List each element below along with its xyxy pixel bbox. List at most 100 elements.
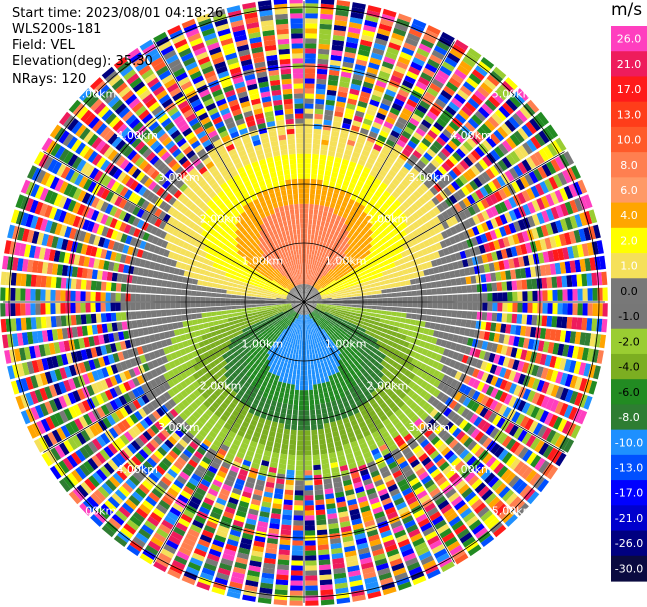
velocity-gate [231, 379, 239, 386]
velocity-gate [513, 164, 524, 177]
velocity-gate [304, 304, 306, 310]
velocity-gate [401, 107, 413, 117]
velocity-gate [559, 330, 567, 343]
velocity-gate [511, 280, 518, 291]
velocity-gate [217, 355, 225, 363]
velocity-gate [312, 275, 316, 281]
velocity-gate [511, 181, 521, 193]
velocity-gate [330, 542, 342, 550]
velocity-gate [314, 399, 320, 405]
velocity-gate [306, 309, 308, 315]
velocity-gate [348, 574, 362, 583]
velocity-gate [186, 405, 196, 414]
velocity-gate [313, 469, 322, 476]
velocity-gate [326, 89, 337, 96]
velocity-gate [350, 288, 356, 292]
velocity-gate [280, 387, 286, 394]
velocity-gate [571, 317, 578, 330]
velocity-gate [481, 171, 491, 183]
velocity-gate [394, 277, 400, 283]
velocity-gate [307, 334, 310, 340]
velocity-gate [212, 347, 219, 354]
velocity-gate [425, 189, 435, 199]
velocity-gate [75, 466, 87, 480]
velocity-gate [197, 395, 206, 403]
velocity-gate [480, 510, 493, 522]
velocity-gate [291, 311, 296, 316]
velocity-gate [588, 209, 598, 224]
velocity-gate [202, 438, 212, 448]
velocity-gate [467, 47, 482, 60]
velocity-gate [155, 528, 169, 539]
velocity-gate [420, 38, 434, 49]
velocity-gate [390, 130, 400, 139]
velocity-gate [389, 558, 403, 567]
velocity-gate [297, 440, 304, 446]
velocity-gate [302, 330, 304, 335]
velocity-gate [356, 542, 369, 550]
velocity-gate [175, 415, 185, 425]
velocity-gate [309, 249, 313, 255]
velocity-gate [362, 29, 375, 38]
velocity-gate [365, 14, 379, 23]
velocity-gate [287, 347, 292, 354]
velocity-gate [370, 543, 383, 552]
velocity-gate [277, 381, 283, 388]
velocity-gate [305, 0, 319, 4]
velocity-gate [569, 199, 579, 214]
velocity-gate [387, 302, 393, 307]
velocity-gate [325, 290, 331, 294]
velocity-gate [326, 370, 332, 377]
velocity-gate [214, 409, 223, 418]
velocity-gate [277, 343, 282, 350]
velocity-gate [504, 77, 518, 90]
velocity-gate [226, 591, 241, 599]
velocity-gate [387, 111, 398, 121]
velocity-gate [477, 293, 483, 302]
velocity-gate [319, 225, 324, 232]
velocity-gate [304, 500, 314, 506]
velocity-gate [314, 489, 324, 496]
velocity-gate [265, 365, 271, 372]
velocity-gate [305, 28, 318, 34]
velocity-gate [333, 266, 338, 272]
velocity-gate [304, 304, 306, 310]
velocity-gate [47, 431, 58, 446]
velocity-gate [237, 389, 245, 397]
velocity-gate [273, 329, 279, 334]
velocity-gate [354, 168, 362, 176]
velocity-gate [497, 355, 506, 366]
velocity-gate [252, 350, 259, 357]
velocity-gate [302, 335, 304, 341]
velocity-gate [332, 373, 338, 380]
velocity-gate [419, 321, 426, 328]
velocity-gate [167, 568, 182, 579]
velocity-gate [382, 202, 390, 210]
velocity-gate [463, 219, 472, 229]
velocity-gate [404, 469, 415, 478]
velocity-gate [486, 252, 494, 262]
velocity-gate [266, 476, 276, 484]
velocity-gate [231, 571, 245, 580]
velocity-gate [454, 524, 467, 536]
velocity-gate [482, 293, 488, 302]
velocity-gate [362, 218, 369, 226]
velocity-gate [346, 36, 359, 44]
velocity-gate [467, 217, 476, 227]
velocity-gate [306, 319, 309, 325]
velocity-gate [344, 484, 354, 492]
velocity-gate [233, 483, 244, 491]
velocity-gate [314, 290, 319, 295]
velocity-gate [337, 387, 344, 394]
velocity-gate [287, 326, 292, 332]
velocity-gate [317, 363, 322, 369]
velocity-gate [535, 408, 545, 421]
velocity-gate [279, 458, 287, 465]
velocity-gate [252, 369, 259, 376]
velocity-gate [268, 367, 274, 374]
velocity-gate [383, 435, 393, 444]
velocity-gate [405, 318, 411, 324]
velocity-gate [304, 203, 309, 209]
velocity-gate [294, 394, 299, 401]
velocity-gate [313, 343, 317, 349]
